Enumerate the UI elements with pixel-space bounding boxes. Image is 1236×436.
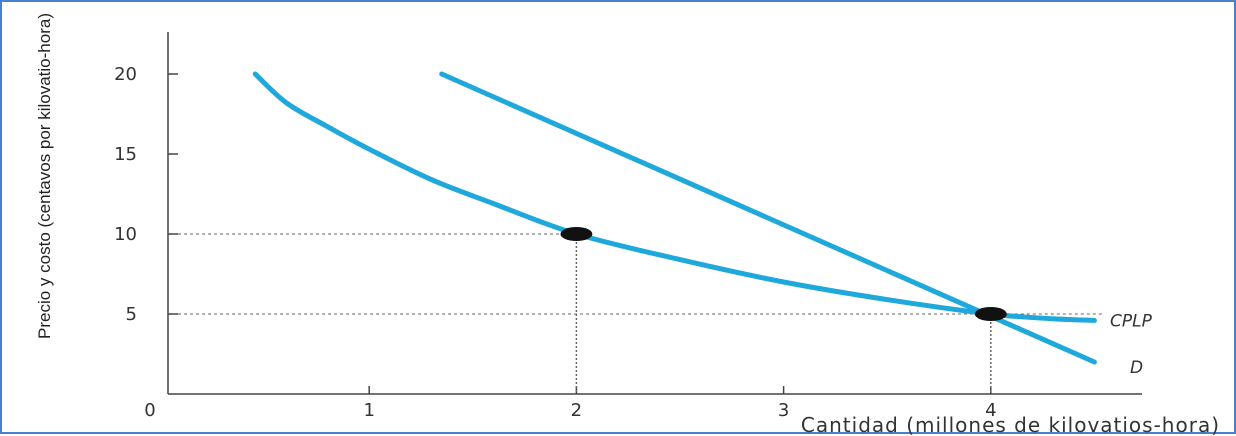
x-tick-label: 3 [778,400,789,421]
x-tick-label: 2 [571,400,582,421]
x-tick-label: 4 [985,400,996,421]
y-tick-label: 15 [114,144,137,165]
series-label-cplp: CPLP [1110,311,1153,331]
data-point [560,227,593,241]
data-point [974,307,1007,321]
series-cplp-line [252,71,1097,323]
x-tick-label: 0 [144,400,155,421]
y-tick-label: 10 [114,224,137,245]
y-tick-label: 20 [114,64,137,85]
series-label-d: D [1130,358,1143,378]
x-axis-label: Cantidad (millones de kilovatios-hora) [801,413,1220,436]
y-axis-label: Precio y costo (centavos por kilovatio-h… [35,13,54,339]
x-tick-label: 1 [363,400,374,421]
y-tick-label: 5 [126,304,137,325]
